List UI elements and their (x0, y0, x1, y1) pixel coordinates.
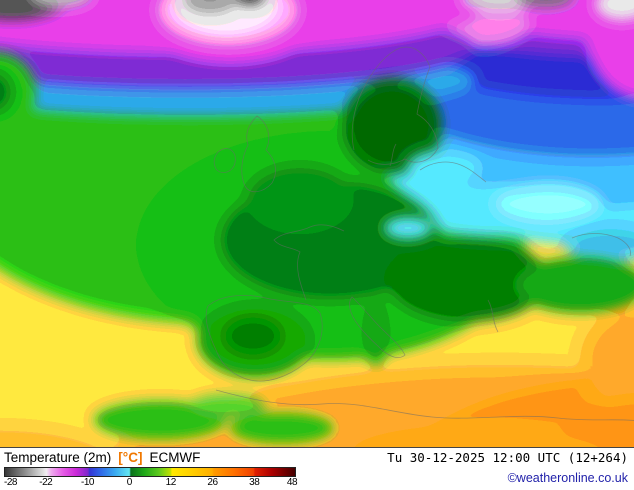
map-footer: Temperature (2m) [°C] ECMWF Tu 30-12-202… (0, 447, 634, 490)
scale-tick: 0 (126, 477, 133, 488)
model-label: ECMWF (149, 450, 201, 465)
unit-label: [°C] (118, 450, 143, 465)
color-scale-gradient (4, 467, 296, 477)
copyright-link[interactable]: ©weatheronline.co.uk (507, 471, 628, 485)
scale-tick: 38 (249, 477, 260, 488)
scale-tick: 26 (207, 477, 218, 488)
coastlines (205, 46, 634, 421)
temperature-field (0, 0, 634, 447)
scale-tick: -10 (81, 477, 94, 488)
footer-info-row: Temperature (2m) [°C] ECMWF Tu 30-12-202… (4, 450, 628, 465)
scale-tick: 48 (286, 477, 298, 488)
scale-tick: -22 (39, 477, 53, 488)
footer-scale-row: -28 -22 -10 0 12 26 38 48 ©weatheronline.co.uk (4, 467, 628, 488)
scale-tick: -28 (4, 477, 17, 488)
datetime-label: Tu 30-12-2025 12:00 UTC (12+264) (387, 450, 628, 465)
europe-temperature-svg (0, 0, 634, 447)
map-title: Temperature (2m) (4, 450, 112, 465)
title-group: Temperature (2m) [°C] ECMWF (4, 450, 200, 465)
color-scale: -28 -22 -10 0 12 26 38 48 (4, 467, 298, 488)
temperature-map (0, 0, 634, 447)
scale-tick: 12 (165, 477, 177, 488)
color-scale-ticks: -28 -22 -10 0 12 26 38 48 (4, 477, 298, 488)
